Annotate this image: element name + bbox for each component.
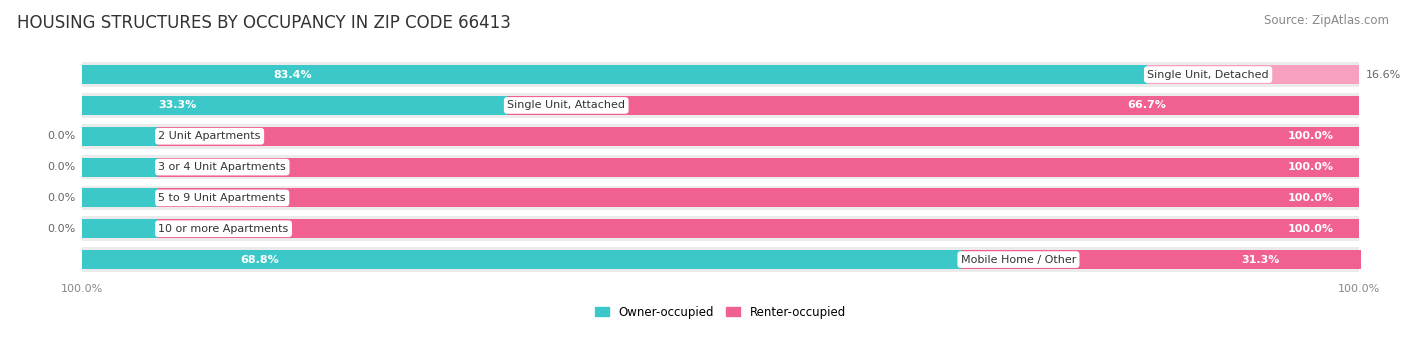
Text: HOUSING STRUCTURES BY OCCUPANCY IN ZIP CODE 66413: HOUSING STRUCTURES BY OCCUPANCY IN ZIP C… bbox=[17, 14, 510, 32]
Text: 100.0%: 100.0% bbox=[1288, 131, 1334, 141]
Text: 31.3%: 31.3% bbox=[1241, 255, 1279, 265]
Text: 100.0%: 100.0% bbox=[1288, 193, 1334, 203]
Text: Source: ZipAtlas.com: Source: ZipAtlas.com bbox=[1264, 14, 1389, 27]
Bar bbox=[82, 93, 1360, 118]
Text: Mobile Home / Other: Mobile Home / Other bbox=[960, 255, 1076, 265]
Text: 5 to 9 Unit Apartments: 5 to 9 Unit Apartments bbox=[159, 193, 285, 203]
Bar bbox=[82, 250, 960, 269]
Bar bbox=[82, 96, 508, 115]
Text: 0.0%: 0.0% bbox=[48, 224, 76, 234]
Text: 0.0%: 0.0% bbox=[48, 162, 76, 172]
Bar bbox=[159, 127, 1360, 146]
Bar bbox=[82, 124, 1360, 149]
Legend: Owner-occupied, Renter-occupied: Owner-occupied, Renter-occupied bbox=[591, 301, 851, 323]
Bar bbox=[159, 158, 1360, 177]
Text: 100.0%: 100.0% bbox=[1288, 162, 1334, 172]
Bar bbox=[159, 219, 1360, 238]
Bar bbox=[82, 62, 1360, 87]
Text: 33.3%: 33.3% bbox=[159, 101, 197, 110]
Bar bbox=[159, 188, 1360, 207]
Text: 0.0%: 0.0% bbox=[48, 131, 76, 141]
Bar bbox=[508, 96, 1360, 115]
Bar bbox=[82, 217, 1360, 241]
Bar bbox=[82, 127, 159, 146]
Bar bbox=[82, 158, 159, 177]
Text: 0.0%: 0.0% bbox=[48, 193, 76, 203]
Text: Single Unit, Attached: Single Unit, Attached bbox=[508, 101, 626, 110]
Bar bbox=[82, 186, 1360, 210]
Text: 100.0%: 100.0% bbox=[1288, 224, 1334, 234]
Bar bbox=[82, 65, 1147, 84]
Text: 2 Unit Apartments: 2 Unit Apartments bbox=[159, 131, 262, 141]
Bar bbox=[1147, 65, 1360, 84]
Bar bbox=[82, 247, 1360, 272]
Text: Single Unit, Detached: Single Unit, Detached bbox=[1147, 70, 1268, 79]
Text: 16.6%: 16.6% bbox=[1365, 70, 1400, 79]
Text: 66.7%: 66.7% bbox=[1126, 101, 1166, 110]
Bar bbox=[82, 219, 159, 238]
Text: 83.4%: 83.4% bbox=[274, 70, 312, 79]
Text: 68.8%: 68.8% bbox=[240, 255, 278, 265]
Text: 10 or more Apartments: 10 or more Apartments bbox=[159, 224, 288, 234]
Bar bbox=[960, 250, 1361, 269]
Bar bbox=[82, 155, 1360, 179]
Bar bbox=[82, 188, 159, 207]
Text: 3 or 4 Unit Apartments: 3 or 4 Unit Apartments bbox=[159, 162, 287, 172]
